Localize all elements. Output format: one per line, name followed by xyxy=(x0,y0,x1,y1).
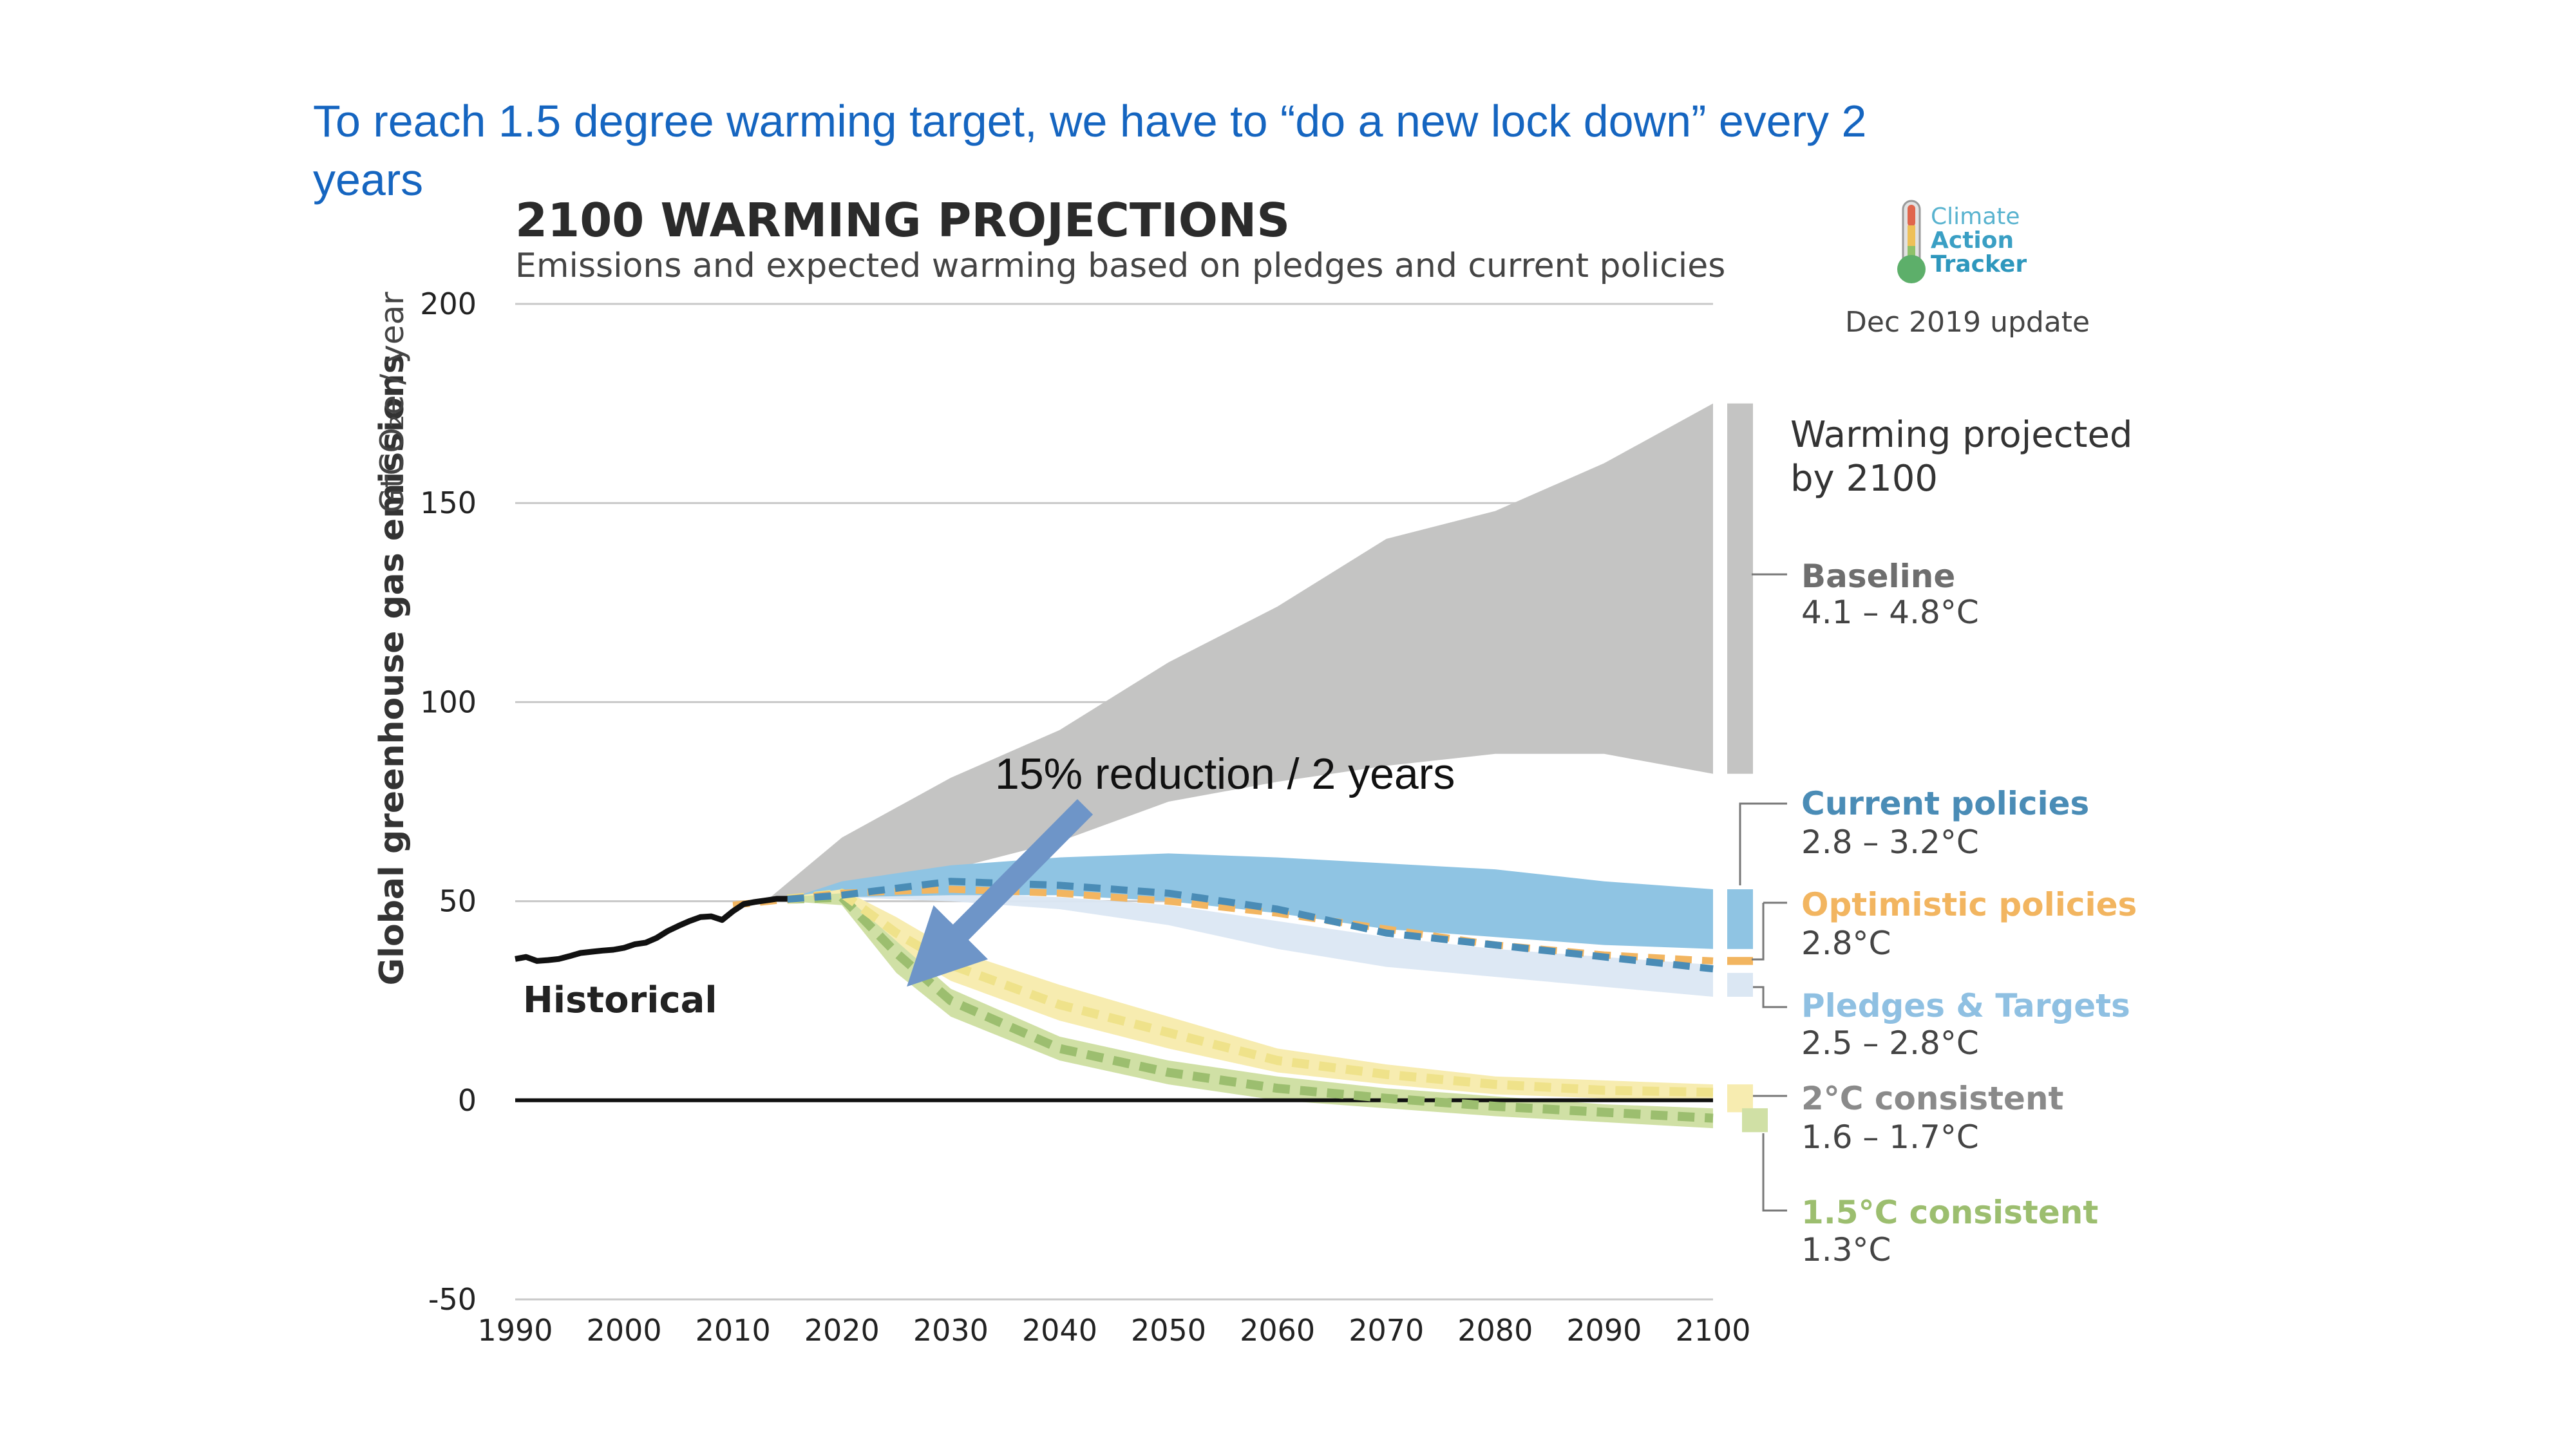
legend-15c-name: 1.5°C consistent xyxy=(1801,1194,2098,1231)
x-tick-label: 2070 xyxy=(1349,1313,1424,1348)
historical-label: Historical xyxy=(523,979,717,1021)
legend-connectors xyxy=(1739,573,1787,1212)
band-baseline xyxy=(765,403,1713,901)
y-tick-label: 150 xyxy=(420,486,477,520)
x-tick-label: 2050 xyxy=(1131,1313,1206,1348)
y-tick-label: 200 xyxy=(420,287,477,321)
line-current-policies xyxy=(787,878,1714,973)
y-axis-label-main: Global greenhouse gas emissions xyxy=(373,354,412,985)
logo-word-action: Action xyxy=(1931,227,2014,254)
legend-2c-name: 2°C consistent xyxy=(1801,1080,2063,1117)
x-tick-label: 2030 xyxy=(913,1313,989,1348)
y-tick-label: 50 xyxy=(439,884,477,919)
warming-bar-optimistic-policies xyxy=(1727,957,1753,965)
logo-word-climate: Climate xyxy=(1931,203,2020,230)
legend-pledges-warming: 2.5 – 2.8°C xyxy=(1801,1024,1979,1062)
x-tick-label: 2080 xyxy=(1457,1313,1533,1348)
warming-bar-baseline xyxy=(1727,403,1753,774)
legend-heading-line2: by 2100 xyxy=(1790,458,1938,500)
line-historical xyxy=(515,896,788,964)
y-tick-label: 100 xyxy=(420,684,477,719)
band-pledges-targets xyxy=(787,893,1713,997)
legend-baseline-warming: 4.1 – 4.8°C xyxy=(1801,594,1979,631)
legend-current-name: Current policies xyxy=(1801,785,2089,822)
y-tick-label: -50 xyxy=(428,1282,477,1317)
scenario-lines xyxy=(515,878,1714,1123)
x-tick-label: 2060 xyxy=(1240,1313,1315,1348)
legend-baseline-name: Baseline xyxy=(1801,558,1955,595)
slide-headline-line1: To reach 1.5 degree warming target, we h… xyxy=(313,96,1866,146)
logo-word-tracker: Tracker xyxy=(1931,251,2027,278)
legend-pledges-name: Pledges & Targets xyxy=(1801,987,2130,1024)
warming-bar-pledges-targets xyxy=(1727,972,1753,997)
climate-action-tracker-logo: Climate Action Tracker Dec 2019 update xyxy=(1845,200,2090,339)
line-2-c-consistent xyxy=(786,889,1714,1097)
annotation-arrow xyxy=(907,799,1094,987)
slide-headline-line2: years xyxy=(313,155,423,205)
line-1-5-c-consistent xyxy=(787,892,1714,1123)
warming-bar-1-5-c-consistent xyxy=(1742,1108,1768,1133)
warming-bar-current-policies xyxy=(1727,889,1753,949)
x-tick-label: 2010 xyxy=(696,1313,771,1348)
legend-15c-warming: 1.3°C xyxy=(1801,1231,1891,1268)
x-tick-label: 2100 xyxy=(1675,1313,1750,1348)
thermometer-icon xyxy=(1897,200,1926,283)
x-tick-label: 2020 xyxy=(804,1313,880,1348)
x-tick-label: 2040 xyxy=(1022,1313,1097,1348)
update-date: Dec 2019 update xyxy=(1845,306,2090,339)
y-axis-unit: GtCO₂e / year xyxy=(374,292,411,513)
legend-current-warming: 2.8 – 3.2°C xyxy=(1801,824,1979,861)
warming-bars xyxy=(1727,403,1768,1133)
chart-subtitle: Emissions and expected warming based on … xyxy=(515,247,1725,285)
legend-optimistic-warming: 2.8°C xyxy=(1801,925,1891,962)
warming-bar-2-c-consistent xyxy=(1727,1084,1753,1113)
x-tick-label: 1990 xyxy=(477,1313,553,1348)
x-tick-label: 2090 xyxy=(1566,1313,1642,1348)
annotation-text: 15% reduction / 2 years xyxy=(995,750,1455,798)
legend-heading-line1: Warming projected xyxy=(1790,414,2132,456)
legend-optimistic-name: Optimistic policies xyxy=(1801,886,2137,923)
y-tick-label: 0 xyxy=(458,1083,477,1118)
y-axis-label: Global greenhouse gas emissions xyxy=(373,354,412,985)
x-tick-label: 2000 xyxy=(587,1313,662,1348)
legend-2c-warming: 1.6 – 1.7°C xyxy=(1801,1118,1979,1156)
legend: Warming projected by 2100 Baseline 4.1 –… xyxy=(1739,414,2137,1268)
chart-title: 2100 WARMING PROJECTIONS xyxy=(515,193,1290,247)
